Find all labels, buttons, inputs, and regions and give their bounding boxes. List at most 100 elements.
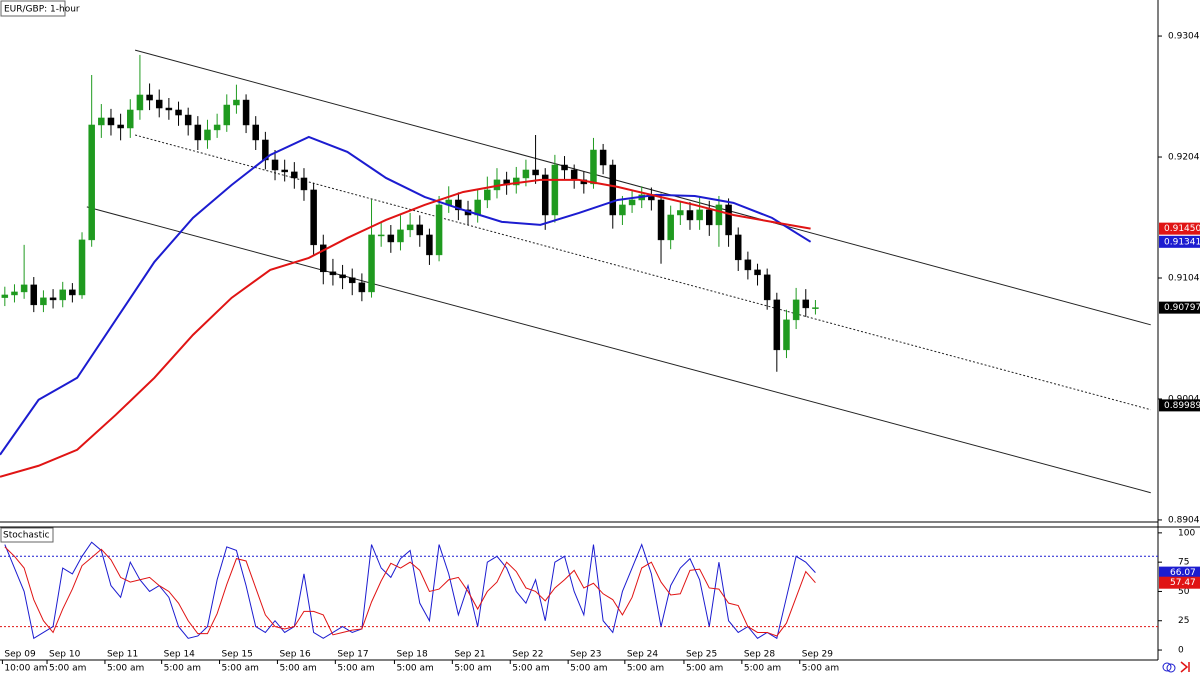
x-tick-label: Sep 11: [107, 650, 138, 660]
price-label-box: [1159, 235, 1200, 248]
candle-body: [397, 229, 404, 243]
candle-body: [88, 124, 95, 241]
candle-body: [812, 307, 819, 309]
trendline: [134, 134, 1151, 411]
candle-body: [570, 169, 578, 181]
y-tick-label: 0.89042: [1168, 515, 1200, 525]
x-tick-label: Sep 15: [222, 650, 253, 660]
candle-body: [532, 169, 539, 176]
candle-body: [484, 189, 491, 201]
trendline: [134, 49, 1151, 326]
x-tick-label: Sep 29: [802, 650, 834, 660]
candle-body: [368, 234, 375, 293]
x-tick-label: Sep 24: [627, 650, 659, 660]
candle-body: [291, 171, 298, 179]
candle-body: [406, 224, 414, 231]
candle-body: [252, 124, 259, 141]
candle-body: [49, 297, 57, 301]
candle-body: [98, 117, 105, 126]
candle-body: [107, 117, 115, 126]
x-tick-label: Sep 14: [164, 650, 196, 660]
x-tick-time: 5:00 am: [512, 664, 549, 674]
price-label: 0.91450: [1164, 224, 1200, 234]
x-tick-time: 5:00 am: [686, 664, 723, 674]
x-tick-time: 5:00 am: [570, 664, 607, 674]
candle-body: [271, 159, 279, 171]
candle-body: [223, 104, 231, 126]
candle-body: [184, 114, 192, 126]
x-tick-label: Sep 25: [686, 650, 717, 660]
candle-body: [561, 164, 568, 171]
candle-body: [513, 177, 520, 186]
x-tick-label: Sep 10: [49, 650, 81, 660]
candle-body: [628, 199, 636, 206]
candle-body: [609, 164, 617, 216]
y-tick-label: 0.93042: [1168, 32, 1200, 42]
candle-body: [78, 239, 86, 296]
value-label-box: [1159, 576, 1200, 589]
candle-body: [30, 284, 38, 306]
candle-body: [455, 199, 462, 211]
y-tick-label: 75: [1178, 558, 1189, 568]
candle-body: [541, 174, 549, 216]
candle-body: [310, 189, 317, 246]
y-tick-label: 50: [1178, 587, 1190, 597]
moving-average: [0, 178, 811, 478]
candle-body: [522, 169, 530, 179]
candle-body: [213, 124, 221, 131]
x-tick-time: 5:00 am: [627, 664, 664, 674]
candle-body: [329, 271, 337, 276]
candle-body: [320, 244, 327, 273]
x-tick-time: 5:00 am: [49, 664, 86, 674]
candle-body: [194, 124, 202, 141]
x-tick-label: Sep 17: [337, 650, 368, 660]
x-tick-label: Sep 21: [454, 650, 485, 660]
price-label-box: [1159, 222, 1200, 235]
indicator-title-box: [0, 527, 54, 543]
candle-body: [706, 209, 713, 226]
candle-body: [165, 107, 173, 111]
candle-body: [242, 99, 250, 126]
candle-body: [551, 164, 559, 216]
candle-body: [11, 291, 18, 296]
y-tick-label: 100: [1178, 528, 1195, 538]
scroll-end-icon[interactable]: [1180, 661, 1190, 673]
y-tick-label: 0: [1178, 646, 1184, 656]
candle-body: [599, 149, 607, 166]
title-box: [0, 0, 66, 17]
candle-body: [686, 210, 694, 221]
candle-body: [358, 282, 366, 293]
sync-icon[interactable]: [1166, 663, 1176, 673]
x-tick-time: 5:00 am: [744, 664, 781, 674]
candle-body: [146, 94, 153, 101]
trendline: [86, 206, 1151, 494]
x-tick-time: 5:00 am: [454, 664, 491, 674]
candle-body: [281, 169, 288, 173]
candle-body: [763, 274, 771, 301]
candle-body: [339, 274, 346, 279]
value-label: 57.47: [1170, 578, 1196, 588]
sync-icon[interactable]: [1162, 662, 1172, 672]
candle-body: [734, 234, 742, 261]
candle-body: [1, 294, 9, 298]
candle-body: [725, 204, 732, 236]
candle-body: [69, 289, 76, 296]
candle-body: [416, 224, 424, 236]
x-tick-time: 5:00 am: [802, 664, 839, 674]
price-label: 0.90797: [1164, 303, 1200, 313]
candle-body: [802, 299, 810, 309]
candle-body: [387, 234, 395, 243]
candle-body: [792, 299, 800, 321]
price-label: 0.89989: [1164, 401, 1200, 411]
x-tick-label: Sep 28: [744, 650, 776, 660]
moving-average: [0, 135, 812, 456]
candle-body: [40, 297, 47, 306]
toolbar-icons[interactable]: [1162, 661, 1190, 673]
x-tick-time: 5:00 am: [279, 664, 316, 674]
x-tick-time: 10:00 am: [4, 664, 47, 674]
value-label-box: [1159, 566, 1200, 579]
y-tick-label: 0.91042: [1168, 273, 1200, 283]
x-tick-label: Sep 18: [396, 650, 428, 660]
